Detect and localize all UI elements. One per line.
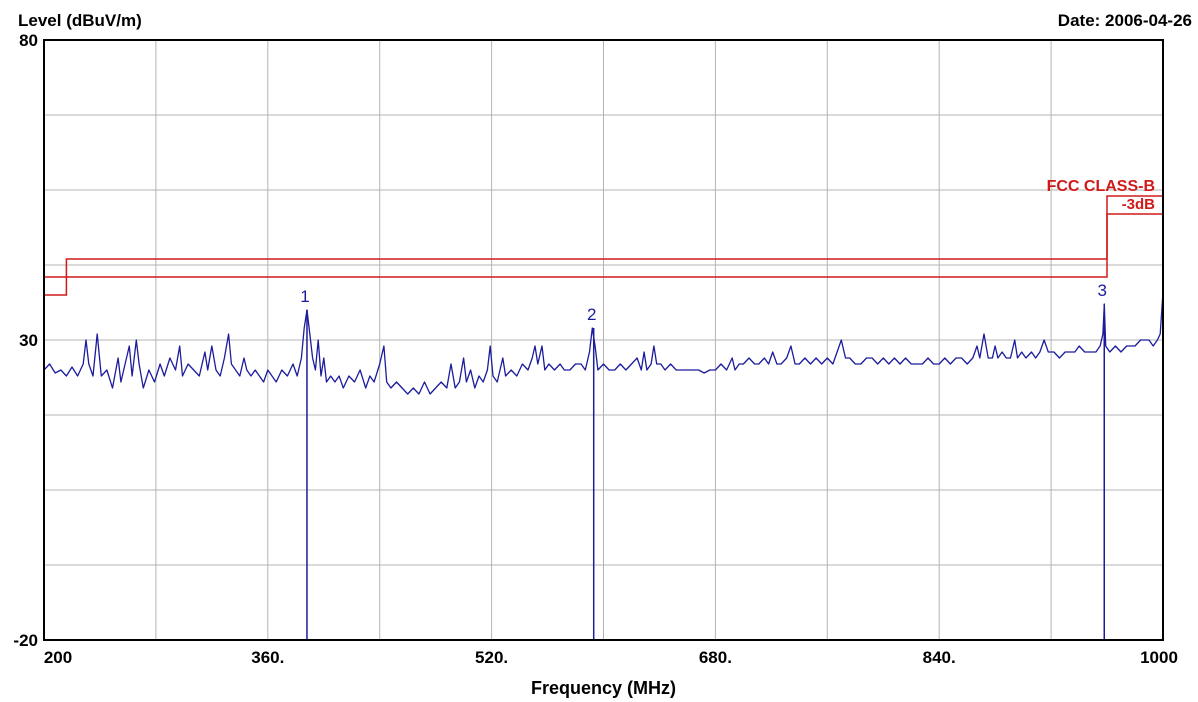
trace-line bbox=[43, 291, 1164, 395]
limit-label-0: FCC CLASS-B bbox=[1047, 178, 1155, 195]
limit-label-1: -3dB bbox=[1122, 196, 1156, 213]
y-axis-title: Level (dBuV/m) bbox=[18, 11, 142, 30]
x-tick-label: 680. bbox=[699, 648, 732, 667]
limit-line-1 bbox=[44, 213, 1163, 296]
trace bbox=[43, 291, 1164, 395]
x-tick-label: 360. bbox=[251, 648, 284, 667]
marker-label: 3 bbox=[1098, 281, 1107, 300]
x-axis-title: Frequency (MHz) bbox=[531, 678, 676, 698]
x-tick-label: 520. bbox=[475, 648, 508, 667]
grid bbox=[44, 40, 1163, 640]
date-label: Date: 2006-04-26 bbox=[1058, 11, 1192, 30]
marker-label: 2 bbox=[587, 305, 596, 324]
marker-label: 1 bbox=[300, 287, 309, 306]
x-tick-labels: 200 360. 520. 680. 840. 1000 bbox=[44, 648, 1178, 667]
y-tick-label: 30 bbox=[19, 331, 38, 350]
y-tick-label: -20 bbox=[13, 631, 38, 650]
x-tick-label: 1000 bbox=[1140, 648, 1178, 667]
y-tick-labels: 80 30 -20 bbox=[13, 31, 38, 650]
limit-lines: FCC CLASS-B-3dB bbox=[44, 178, 1163, 296]
limit-line-0 bbox=[44, 195, 1163, 278]
markers: 1 2 3 bbox=[300, 281, 1107, 640]
y-tick-label: 80 bbox=[19, 31, 38, 50]
plot-frame bbox=[43, 39, 1164, 641]
x-tick-label: 200 bbox=[44, 648, 72, 667]
x-tick-label: 840. bbox=[923, 648, 956, 667]
